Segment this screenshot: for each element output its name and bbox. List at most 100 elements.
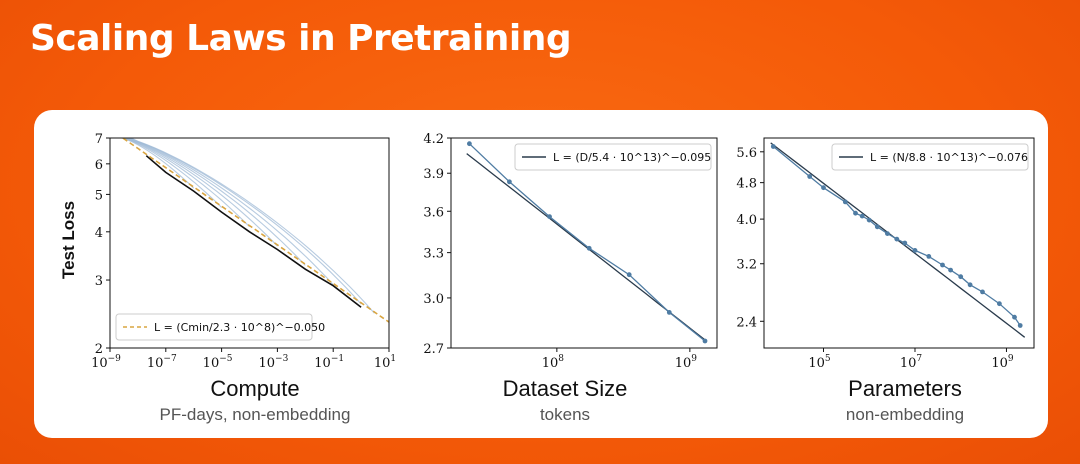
caption-subtitle: tokens — [539, 405, 591, 424]
training-run-curve — [123, 138, 250, 228]
caption-title: Compute — [210, 376, 300, 401]
plot-frame — [450, 137, 718, 349]
training-run-curve — [121, 138, 195, 189]
data-point — [507, 179, 512, 185]
dataset-size-chart: 108 109 2.7 3.0 3.3 3.6 3.9 4.2 L = (D/5.4 · 10^… — [423, 132, 718, 371]
x-tick-label: 10−3 — [258, 354, 288, 371]
x-tick-label: 10−7 — [147, 354, 177, 371]
parameters-chart: 105 107 109 2.4 3.2 4.0 4.8 5.6 L = (N/8.8 · 10^… — [736, 137, 1035, 371]
data-point — [702, 338, 708, 344]
y-tick-label: 3.0 — [423, 292, 444, 307]
y-tick-label: 6 — [95, 158, 103, 173]
data-point — [770, 144, 776, 149]
x-tick-exponent: −5 — [219, 354, 233, 364]
caption-dataset-size: Dataset Size tokens — [415, 376, 715, 425]
data-point — [666, 310, 672, 315]
legend-box — [514, 143, 712, 171]
y-axis-label: Test Loss — [59, 201, 78, 279]
x-tick-label: 108 — [542, 354, 565, 371]
data-point — [997, 301, 1002, 307]
caption-subtitle: PF-days, non-embedding — [159, 405, 351, 424]
x-tick-label: 105 — [808, 354, 831, 371]
y-tick-label: 3.6 — [423, 205, 444, 220]
x-tick-exponent: 5 — [825, 354, 831, 364]
y-tick-label: 5.6 — [736, 146, 757, 161]
data-point — [866, 217, 872, 223]
x-tick-exponent: −3 — [275, 354, 289, 364]
data-point — [467, 141, 472, 147]
data-point — [902, 240, 908, 246]
x-tick-exponent: 9 — [1008, 354, 1014, 364]
legend-box — [831, 143, 1029, 171]
data-point — [894, 236, 900, 242]
data-point — [859, 213, 865, 219]
x-tick-label: 10−1 — [314, 354, 344, 371]
data-point — [1012, 314, 1017, 320]
y-tick-label: 4.2 — [423, 132, 444, 147]
x-tick-exponent: −1 — [331, 354, 344, 364]
y-tick-label: 2 — [95, 342, 103, 357]
y-tick-label: 4.8 — [736, 177, 757, 192]
x-tick-label: 109 — [991, 354, 1014, 371]
data-point — [547, 214, 552, 220]
y-tick-label: 3 — [95, 274, 103, 289]
x-tick-label: 109 — [675, 354, 698, 371]
legend-box — [115, 313, 313, 341]
y-tick-label: 7 — [95, 132, 103, 147]
legend-label: L = (Cmin/2.3 · 10^8)^−0.050 — [154, 321, 325, 334]
plot-frame — [763, 137, 1035, 349]
x-tick-exponent: 9 — [691, 354, 697, 364]
x-tick-label: 101 — [374, 354, 396, 371]
y-tick-label: 2.4 — [736, 315, 757, 330]
training-run-curve — [126, 138, 306, 266]
y-tick-label: 4.0 — [736, 213, 757, 228]
x-tick-label: 10−5 — [203, 354, 233, 371]
legend-label: L = (N/8.8 · 10^13)^−0.076 — [870, 151, 1028, 164]
data-point — [980, 289, 985, 295]
x-tick-exponent: −7 — [163, 354, 177, 364]
data-point — [853, 210, 858, 216]
y-tick-label: 3.3 — [423, 247, 444, 262]
data-point — [885, 231, 890, 237]
plot-area — [466, 141, 708, 344]
data-point — [967, 282, 973, 288]
y-tick-label: 3.2 — [736, 258, 757, 273]
training-run-curve — [127, 138, 334, 286]
plot-area — [770, 142, 1026, 338]
data-point — [626, 272, 632, 278]
caption-compute: Compute PF-days, non-embedding — [105, 376, 405, 425]
training-run-curve — [130, 138, 375, 314]
y-tick-label: 5 — [95, 188, 103, 203]
x-tick-exponent: 8 — [558, 354, 564, 364]
x-tick-label: 107 — [900, 354, 923, 371]
y-tick-label: 3.9 — [423, 167, 444, 182]
data-point — [842, 199, 848, 205]
x-tick-exponent: 1 — [390, 354, 396, 364]
data-point — [874, 224, 880, 230]
plot-frame — [109, 137, 390, 349]
data-point — [948, 267, 953, 273]
y-tick-label: 4 — [95, 226, 103, 241]
y-tick-label: 2.7 — [423, 342, 444, 357]
compute-fit-line — [121, 138, 389, 323]
data-point — [926, 254, 932, 259]
data-point — [940, 262, 945, 268]
training-run-curve — [125, 138, 278, 247]
caption-title: Dataset Size — [502, 376, 628, 401]
caption-subtitle: non-embedding — [845, 405, 965, 424]
data-point — [1017, 323, 1023, 328]
training-run-curve — [122, 138, 222, 208]
data-point — [807, 174, 813, 179]
x-tick-exponent: 7 — [916, 354, 922, 364]
legend-label: L = (D/5.4 · 10^13)^−0.095 — [553, 151, 711, 164]
compute-frontier-line — [145, 155, 362, 308]
data-point — [821, 185, 826, 191]
compute-plot-area — [121, 138, 389, 323]
x-tick-exponent: −9 — [108, 354, 122, 364]
data-point — [912, 248, 918, 253]
caption-title: Parameters — [848, 376, 962, 401]
caption-parameters: Parameters non-embedding — [755, 376, 1055, 425]
slide-title: Scaling Laws in Pretraining — [30, 18, 572, 59]
